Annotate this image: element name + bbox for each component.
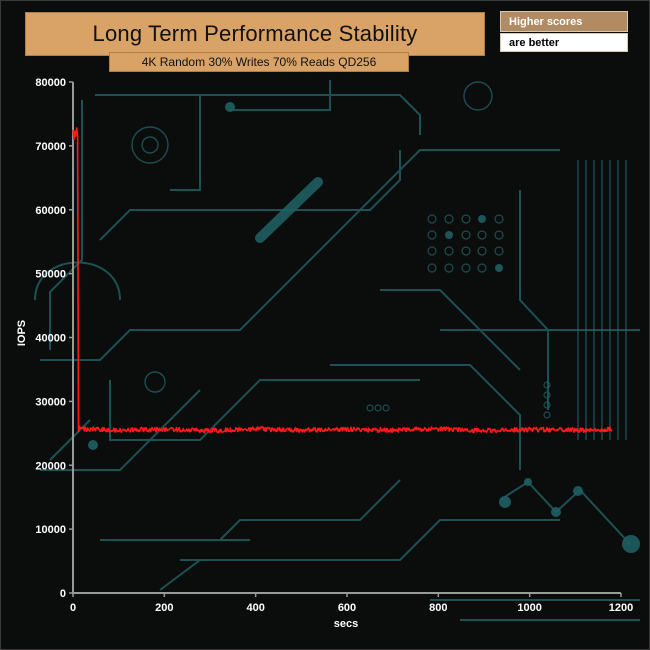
chart-subtitle: 4K Random 30% Writes 70% Reads QD256 xyxy=(141,55,377,69)
chart-title-box: Long Term Performance Stability xyxy=(25,12,485,56)
y-tick-label: 70000 xyxy=(35,141,66,153)
x-axis-label: secs xyxy=(333,618,359,630)
x-tick-label: 800 xyxy=(429,602,447,614)
legend-higher-scores: Higher scores xyxy=(500,11,628,32)
y-tick-label: 60000 xyxy=(35,205,66,217)
y-tick-label: 20000 xyxy=(35,460,66,472)
series-line xyxy=(72,127,613,434)
x-tick-label: 400 xyxy=(246,602,264,614)
x-tick-label: 0 xyxy=(70,602,76,614)
y-tick-label: 10000 xyxy=(35,524,66,536)
chart-subtitle-box: 4K Random 30% Writes 70% Reads QD256 xyxy=(109,52,409,72)
x-tick-label: 600 xyxy=(338,602,356,614)
y-tick-label: 50000 xyxy=(35,269,66,281)
y-tick-label: 30000 xyxy=(35,396,66,408)
y-tick-label: 80000 xyxy=(35,77,66,89)
legend-are-better: are better xyxy=(500,33,628,52)
y-axis-label: IOPS xyxy=(16,319,28,347)
y-tick-label: 40000 xyxy=(35,333,66,345)
legend-line-2: are better xyxy=(509,36,560,49)
x-tick-label: 1200 xyxy=(609,602,633,614)
chart-title: Long Term Performance Stability xyxy=(92,21,418,46)
y-tick-label: 0 xyxy=(60,588,66,600)
x-tick-label: 200 xyxy=(155,602,173,614)
x-tick-label: 1000 xyxy=(517,602,541,614)
legend-line-1: Higher scores xyxy=(509,15,583,28)
